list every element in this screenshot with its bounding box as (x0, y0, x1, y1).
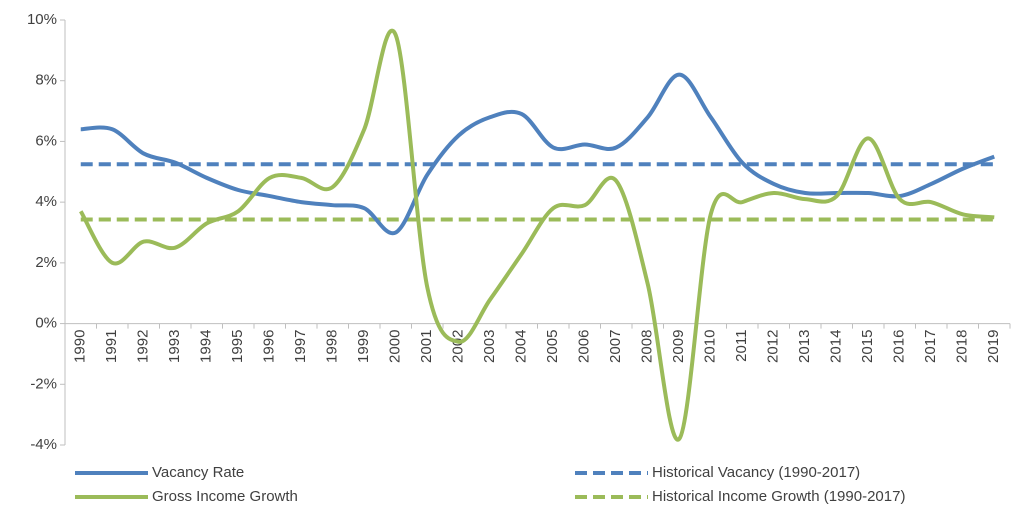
y-tick-label: 10% (27, 11, 57, 28)
x-tick-label: 2003 (481, 330, 498, 363)
x-tick-label: 2000 (387, 330, 404, 363)
y-tick-label: 2% (35, 254, 57, 271)
x-tick-label: 1991 (103, 330, 120, 363)
x-tick-label: 1994 (198, 330, 215, 363)
x-tick-label: 2002 (450, 330, 467, 363)
legend-label: Historical Income Growth (1990-2017) (652, 488, 905, 505)
y-tick-label: 6% (35, 132, 57, 149)
x-tick-label: 2016 (891, 330, 908, 363)
x-tick-label: 1999 (355, 330, 372, 363)
x-tick-label: 2001 (418, 330, 435, 363)
x-tick-label: 2011 (733, 330, 750, 362)
x-tick-label: 2014 (828, 330, 845, 363)
x-tick-label: 1996 (261, 330, 278, 363)
legend-label: Historical Vacancy (1990-2017) (652, 464, 860, 481)
x-tick-label: 2006 (576, 330, 593, 363)
x-tick-label: 2004 (513, 330, 530, 363)
y-tick-label: -2% (30, 375, 57, 392)
legend-label: Vacancy Rate (152, 464, 244, 481)
x-tick-label: 2017 (922, 330, 939, 363)
x-tick-label: 2018 (954, 330, 971, 363)
x-tick-label: 2013 (796, 330, 813, 363)
x-tick-label: 1993 (166, 330, 183, 363)
y-tick-label: 0% (35, 315, 57, 332)
y-tick-label: 4% (35, 193, 57, 210)
x-tick-label: 1995 (229, 330, 246, 363)
x-tick-label: 1990 (72, 330, 89, 363)
x-tick-label: 1998 (324, 330, 341, 363)
x-tick-label: 2010 (702, 330, 719, 363)
x-tick-label: 1992 (135, 330, 152, 363)
y-tick-label: 8% (35, 72, 57, 89)
y-tick-label: -4% (30, 436, 57, 453)
x-tick-label: 2019 (985, 330, 1002, 363)
x-tick-label: 2012 (765, 330, 782, 363)
legend-label: Gross Income Growth (152, 488, 298, 505)
x-tick-label: 2009 (670, 330, 687, 363)
x-tick-label: 2005 (544, 330, 561, 363)
x-tick-label: 2008 (639, 330, 656, 363)
x-tick-label: 1997 (292, 330, 309, 363)
x-tick-label: 2007 (607, 330, 624, 363)
series-line (79, 28, 995, 442)
x-tick-label: 2015 (859, 330, 876, 363)
